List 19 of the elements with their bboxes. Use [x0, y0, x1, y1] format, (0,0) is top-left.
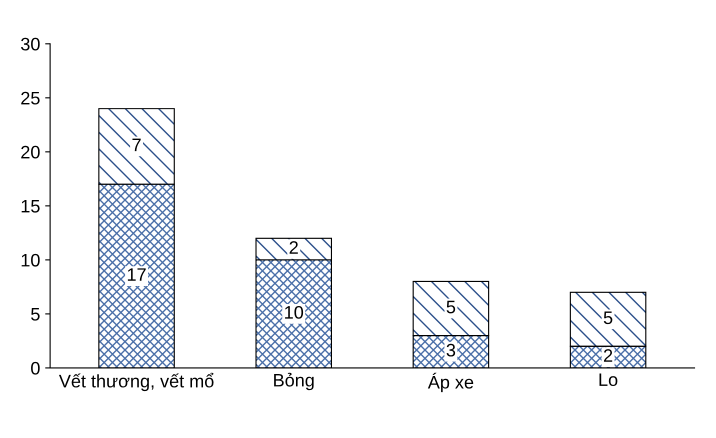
- x-tick-label: Bỏng: [274, 372, 314, 390]
- data-label: 5: [604, 312, 612, 324]
- data-label: 5: [446, 300, 456, 314]
- data-label: 2: [604, 349, 612, 362]
- y-tick-label: 20: [21, 146, 40, 159]
- data-label: 3: [446, 344, 456, 357]
- y-tick-label: 5: [31, 308, 40, 321]
- y-tick-label: 15: [22, 200, 40, 213]
- y-tick-label: 25: [21, 92, 40, 105]
- data-label: 10: [285, 306, 304, 319]
- data-label: 2: [290, 241, 298, 254]
- data-label: 7: [132, 138, 141, 152]
- x-tick-label: Vết thương, vết mổ: [58, 372, 214, 392]
- y-tick-label: 30: [21, 38, 40, 51]
- data-label: 17: [128, 268, 146, 281]
- y-tick-label: 10: [22, 254, 40, 267]
- x-tick-label: Áp xe: [428, 372, 474, 392]
- y-tick-label: 0: [31, 362, 40, 375]
- x-tick-label: Lo: [600, 373, 618, 386]
